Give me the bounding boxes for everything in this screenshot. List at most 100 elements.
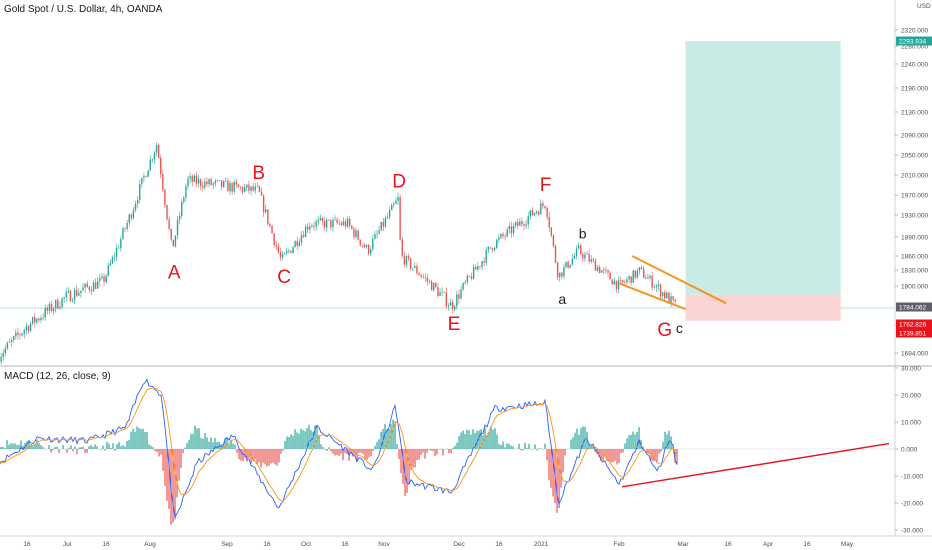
price-candle: [134, 200, 137, 213]
candle-body: [199, 179, 202, 186]
price-candle: [239, 185, 242, 190]
candle-body: [227, 180, 229, 192]
price-candle: [206, 177, 208, 187]
price-candle: [118, 244, 120, 249]
candle-body: [10, 339, 13, 342]
price-candle: [433, 282, 435, 292]
candle-body: [460, 289, 462, 299]
candle-body: [153, 152, 156, 160]
price-candle: [315, 219, 317, 231]
price-candle: [23, 328, 25, 339]
price-candle: [559, 272, 561, 282]
price-candle: [563, 264, 565, 279]
candle-body: [218, 180, 221, 181]
macd-hist-bar: [32, 446, 34, 449]
candle-body: [380, 221, 382, 231]
macd-hist-bar: [430, 449, 432, 451]
candle-body: [76, 290, 78, 296]
candle-body: [147, 170, 149, 177]
price-candle: [424, 272, 427, 282]
price-candle: [582, 251, 584, 262]
price-candle: [46, 305, 49, 315]
candle-body: [586, 254, 588, 255]
price-candle: [634, 270, 637, 280]
price-candle: [458, 289, 460, 304]
candle-body: [668, 292, 670, 304]
macd-hist-bar: [580, 427, 582, 449]
macd-hist-bar: [34, 444, 36, 449]
macd-hist-bar: [282, 449, 284, 451]
candle-body: [531, 210, 534, 216]
macd-hist-bar: [154, 449, 156, 452]
candle-body: [435, 283, 437, 288]
price-candle: [296, 236, 298, 250]
macd-hist-bar: [526, 448, 528, 449]
candle-body: [363, 244, 366, 248]
price-candle: [391, 203, 393, 211]
macd-hist-bar: [264, 449, 266, 465]
price-candle: [99, 274, 101, 286]
candle-body: [630, 276, 632, 283]
candle-body: [527, 216, 529, 225]
price-candle: [414, 262, 416, 269]
macd-hist-bar: [470, 434, 472, 449]
price-candle: [269, 223, 271, 228]
macd-hist-bar: [358, 449, 360, 453]
macd-hist-bar: [340, 449, 342, 454]
macd-hist-bar: [418, 449, 420, 460]
price-candle: [367, 244, 370, 256]
macd-hist-bar: [368, 449, 370, 458]
price-candle: [609, 270, 611, 280]
candle-body: [451, 302, 454, 310]
candle-body: [504, 236, 506, 237]
macd-hist-bar: [486, 435, 488, 449]
macd-hist-bar: [616, 449, 618, 465]
candle-body: [384, 218, 387, 227]
candle-body: [374, 234, 376, 239]
price-candle: [71, 297, 74, 303]
price-candle: [376, 229, 378, 239]
candle-body: [475, 266, 477, 270]
macd-hist-bar: [94, 444, 96, 449]
price-candle: [160, 154, 162, 179]
price-candle: [204, 178, 206, 191]
macd-hist-bar: [508, 443, 510, 449]
candle-body: [376, 233, 378, 235]
price-candle: [626, 276, 628, 285]
macd-hist-bar: [342, 449, 344, 461]
candle-body: [34, 316, 36, 323]
macd-hist-bar: [474, 433, 476, 449]
candle-body: [50, 303, 53, 312]
time-tick-label: Jul: [63, 541, 72, 548]
candle-body: [52, 308, 55, 312]
candle-body: [145, 176, 147, 177]
macd-hist-bar: [512, 446, 514, 449]
price-candle: [84, 282, 86, 293]
candle-body: [17, 332, 19, 335]
price-candle: [193, 174, 196, 183]
price-candle: [533, 212, 536, 217]
macd-hist-bar: [392, 419, 394, 449]
macd-hist-bar: [148, 444, 150, 449]
price-candle: [554, 244, 557, 264]
price-candle: [380, 221, 382, 231]
price-candle: [6, 341, 9, 351]
candle-body: [128, 214, 130, 223]
macd-hist-bar: [112, 443, 114, 449]
candle-body: [189, 176, 191, 179]
price-candle: [483, 257, 485, 267]
target-zone: [685, 41, 841, 295]
candle-body: [325, 219, 328, 228]
candle-body: [395, 200, 397, 204]
macd-hist-bar: [72, 449, 74, 452]
time-tick-label: Aug: [144, 541, 156, 548]
candle-body: [661, 292, 664, 297]
candle-body: [309, 226, 311, 230]
time-tick-label: 16: [495, 541, 503, 548]
candle-body: [139, 184, 141, 200]
macd-hist-bar: [66, 449, 68, 453]
macd-tick-label: 10.000: [901, 420, 921, 427]
candle-body: [638, 267, 641, 271]
candle-body: [231, 183, 233, 192]
